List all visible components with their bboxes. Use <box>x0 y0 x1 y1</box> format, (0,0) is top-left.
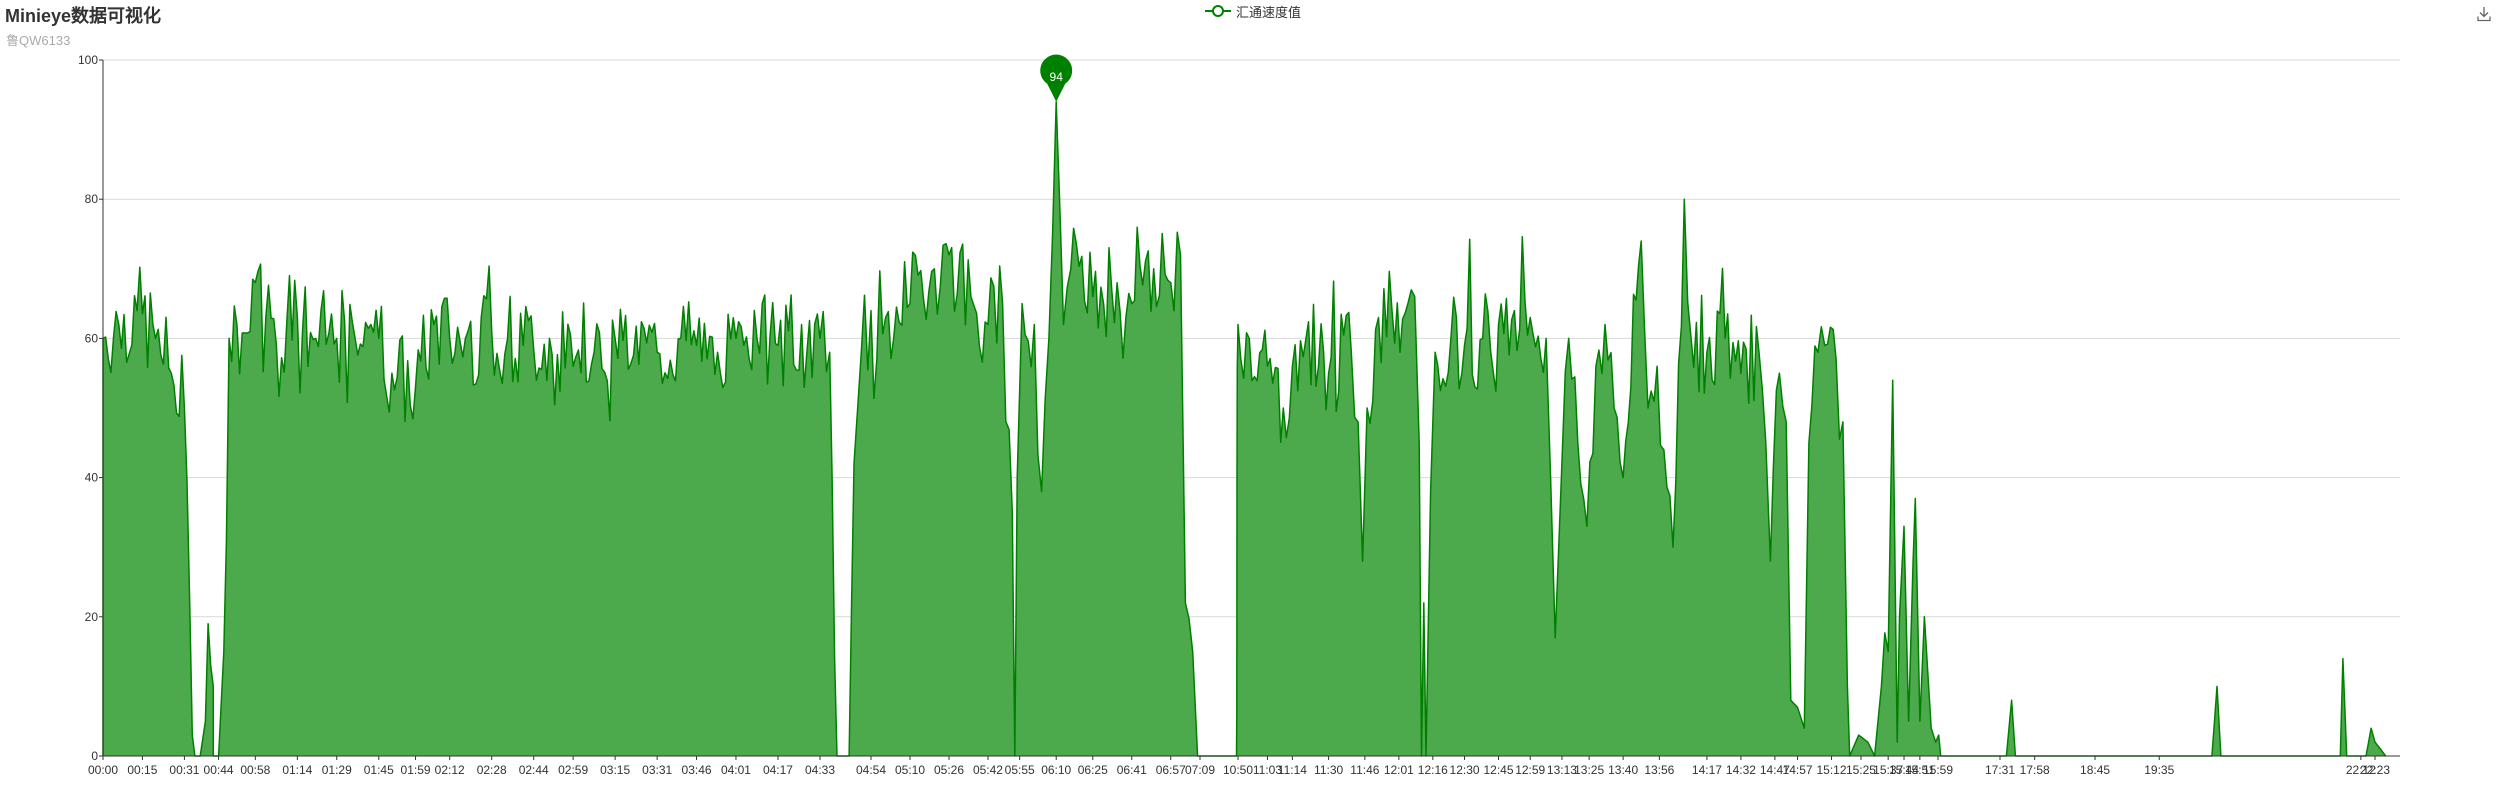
x-tick-label: 12:59 <box>1515 763 1545 777</box>
x-tick-label: 06:10 <box>1041 763 1071 777</box>
y-tick-label: 20 <box>85 610 99 624</box>
x-tick-label: 01:45 <box>364 763 394 777</box>
legend-label: 汇通速度值 <box>1236 4 1302 20</box>
x-tick-label: 15:37 <box>1873 763 1903 777</box>
x-tick-label: 12:30 <box>1450 763 1480 777</box>
chart-title: Minieye数据可视化 <box>5 6 162 26</box>
x-tick-label: 05:10 <box>895 763 925 777</box>
x-tick-label: 11:03 <box>1253 763 1282 777</box>
download-icon[interactable] <box>2476 6 2492 22</box>
x-tick-label: 13:40 <box>1608 763 1638 777</box>
x-tick-label: 17:31 <box>1985 763 2015 777</box>
x-tick-label: 15:59 <box>1923 763 1953 777</box>
x-tick-label: 05:26 <box>934 763 964 777</box>
x-tick-label: 12:01 <box>1384 763 1414 777</box>
x-tick-label: 07:09 <box>1185 763 1215 777</box>
x-tick-label: 10:50 <box>1223 763 1253 777</box>
x-tick-label: 22:12 <box>2346 763 2376 777</box>
legend-line-circle-icon <box>1205 5 1231 17</box>
x-tick-label: 00:15 <box>127 763 157 777</box>
max-mark-label: 94 <box>1050 70 1064 84</box>
chart-subtitle: 鲁QW6133 <box>6 33 71 48</box>
x-tick-label: 11:14 <box>1278 763 1307 777</box>
y-tick-label: 40 <box>85 471 99 485</box>
x-tick-label: 15:12 <box>1817 763 1847 777</box>
x-tick-label: 02:59 <box>558 763 588 777</box>
x-tick-label: 01:14 <box>282 763 312 777</box>
x-tick-label: 15:51 <box>1905 763 1935 777</box>
x-tick-label: 14:32 <box>1726 763 1756 777</box>
x-tick-label: 14:17 <box>1692 763 1722 777</box>
x-tick-label: 11:46 <box>1350 763 1379 777</box>
x-tick-label: 02:28 <box>477 763 507 777</box>
x-tick-label: 11:30 <box>1314 763 1343 777</box>
x-tick-label: 12:45 <box>1484 763 1514 777</box>
x-tick-label: 13:25 <box>1574 763 1604 777</box>
x-tick-label: 00:31 <box>169 763 199 777</box>
x-tick-label: 04:17 <box>763 763 793 777</box>
x-tick-label: 22:23 <box>2360 763 2390 777</box>
x-tick-label: 00:58 <box>240 763 270 777</box>
x-tick-label: 15:25 <box>1846 763 1876 777</box>
x-tick-label: 03:46 <box>682 763 712 777</box>
x-tick-label: 03:15 <box>600 763 630 777</box>
x-tick-label: 14:47 <box>1760 763 1790 777</box>
x-tick-label: 12:16 <box>1418 763 1448 777</box>
x-tick-label: 06:25 <box>1078 763 1108 777</box>
y-tick-label: 0 <box>91 749 98 763</box>
x-tick-label: 00:00 <box>88 763 118 777</box>
x-tick-label: 04:33 <box>805 763 835 777</box>
x-tick-label: 02:44 <box>519 763 549 777</box>
max-mark-pin <box>1040 54 1073 102</box>
x-tick-label: 02:12 <box>435 763 465 777</box>
x-tick-label: 13:56 <box>1644 763 1674 777</box>
x-tick-label: 00:44 <box>204 763 234 777</box>
y-tick-label: 100 <box>78 53 98 67</box>
y-tick-label: 80 <box>85 192 99 206</box>
x-tick-label: 17:58 <box>2020 763 2050 777</box>
x-tick-label: 06:41 <box>1117 763 1147 777</box>
x-tick-label: 04:54 <box>856 763 886 777</box>
x-tick-label: 14:57 <box>1783 763 1813 777</box>
x-tick-label: 04:01 <box>721 763 751 777</box>
x-tick-label: 01:59 <box>401 763 431 777</box>
x-tick-label: 01:29 <box>322 763 352 777</box>
x-tick-label: 19:35 <box>2144 763 2174 777</box>
x-tick-label: 13:13 <box>1547 763 1577 777</box>
x-tick-label: 03:31 <box>642 763 672 777</box>
legend-item-speed[interactable]: 汇通速度值 <box>1205 2 1301 20</box>
x-tick-label: 06:57 <box>1156 763 1186 777</box>
y-tick-label: 60 <box>85 331 99 345</box>
x-tick-label: 18:45 <box>2080 763 2110 777</box>
series-area <box>103 101 2386 757</box>
x-tick-label: 05:55 <box>1005 763 1035 777</box>
x-tick-label: 15:44 <box>1889 763 1919 777</box>
x-tick-label: 05:42 <box>973 763 1003 777</box>
